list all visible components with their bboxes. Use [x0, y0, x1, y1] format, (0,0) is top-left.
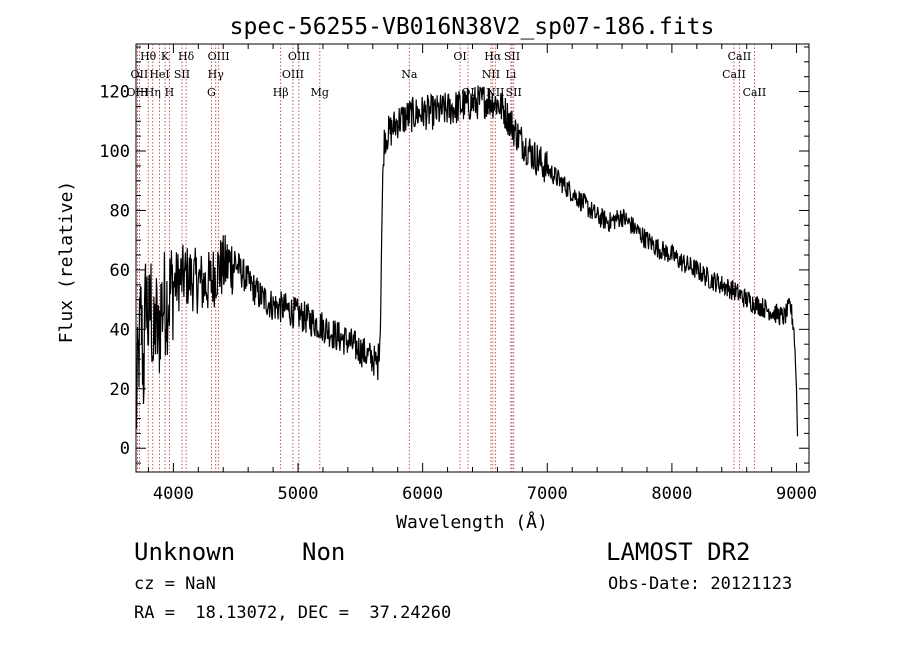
line-label-6: HeI: [149, 68, 169, 81]
line-label-3: K: [161, 50, 170, 63]
line-label-19: Hα: [484, 50, 502, 63]
line-label-14: OIII: [288, 50, 310, 63]
spectral-line-labels: Hθ OII OIII K H Hη HeI SII Hδ OIII Hγ G Hβ OIII OIII Mg…: [126, 50, 766, 99]
line-label-21: NII: [486, 86, 504, 99]
line-label-7: SII: [174, 68, 190, 81]
line-label-16: Na: [401, 68, 418, 81]
line-label-17: OI: [453, 50, 466, 63]
line-label-4: H: [165, 86, 175, 99]
redshift-cz: cz = NaN: [134, 574, 216, 594]
x-axis-label: Wavelength (Å): [396, 511, 548, 533]
line-label-2: OIII: [126, 86, 148, 99]
x-tick-label-3: 7000: [527, 484, 568, 504]
line-label-1: OII: [131, 68, 149, 81]
line-label-26: CaII: [728, 50, 752, 63]
line-label-24: SII: [506, 86, 522, 99]
y-tick-label-3: 60: [110, 261, 130, 281]
coordinates: RA = 18.13072, DEC = 37.24260: [134, 603, 452, 623]
x-tick-label-4: 8000: [651, 484, 692, 504]
survey-name: LAMOST DR2: [606, 538, 751, 566]
line-label-22: SII: [504, 50, 520, 63]
chart-title: spec-56255-VB016N38V2_sp07-186.fits: [230, 14, 715, 40]
x-tick-label-1: 5000: [278, 484, 319, 504]
y-axis-label: Flux (relative): [56, 181, 77, 344]
line-label-25: CaII: [722, 68, 746, 81]
x-tick-label-0: 4000: [153, 484, 194, 504]
spectral-line-markers: [137, 44, 755, 472]
line-label-11: G: [207, 86, 216, 99]
object-class: Unknown: [134, 538, 236, 566]
line-label-13: OIII: [282, 68, 304, 81]
y-tick-label-6: 120: [99, 83, 130, 103]
x-axis-ticks: 4000 5000 6000 7000 8000 9000: [147, 44, 817, 504]
line-label-23: Li: [505, 68, 516, 81]
y-tick-label-2: 40: [110, 320, 130, 340]
line-label-15: Mg: [311, 86, 329, 99]
line-label-9: OIII: [208, 50, 230, 63]
y-axis-ticks: 0 20 40 60 80 100 120: [99, 46, 809, 464]
line-label-20: NII: [482, 68, 500, 81]
x-tick-label-2: 6000: [402, 484, 443, 504]
x-tick-label-5: 9000: [776, 484, 817, 504]
line-label-27: CaII: [743, 86, 767, 99]
observation-date: Obs-Date: 20121123: [608, 574, 793, 594]
line-label-10: Hγ: [208, 68, 225, 81]
y-tick-label-1: 20: [110, 380, 130, 400]
y-tick-label-5: 100: [99, 142, 130, 162]
line-label-0: Hθ: [140, 50, 157, 63]
object-subclass: Non: [302, 538, 346, 566]
y-tick-label-4: 80: [110, 201, 130, 221]
line-label-12: Hβ: [273, 86, 289, 99]
line-label-8: Hδ: [178, 50, 195, 63]
y-tick-label-0: 0: [120, 439, 130, 459]
line-label-5: Hη: [145, 86, 161, 99]
spectrum-line: [135, 85, 799, 437]
